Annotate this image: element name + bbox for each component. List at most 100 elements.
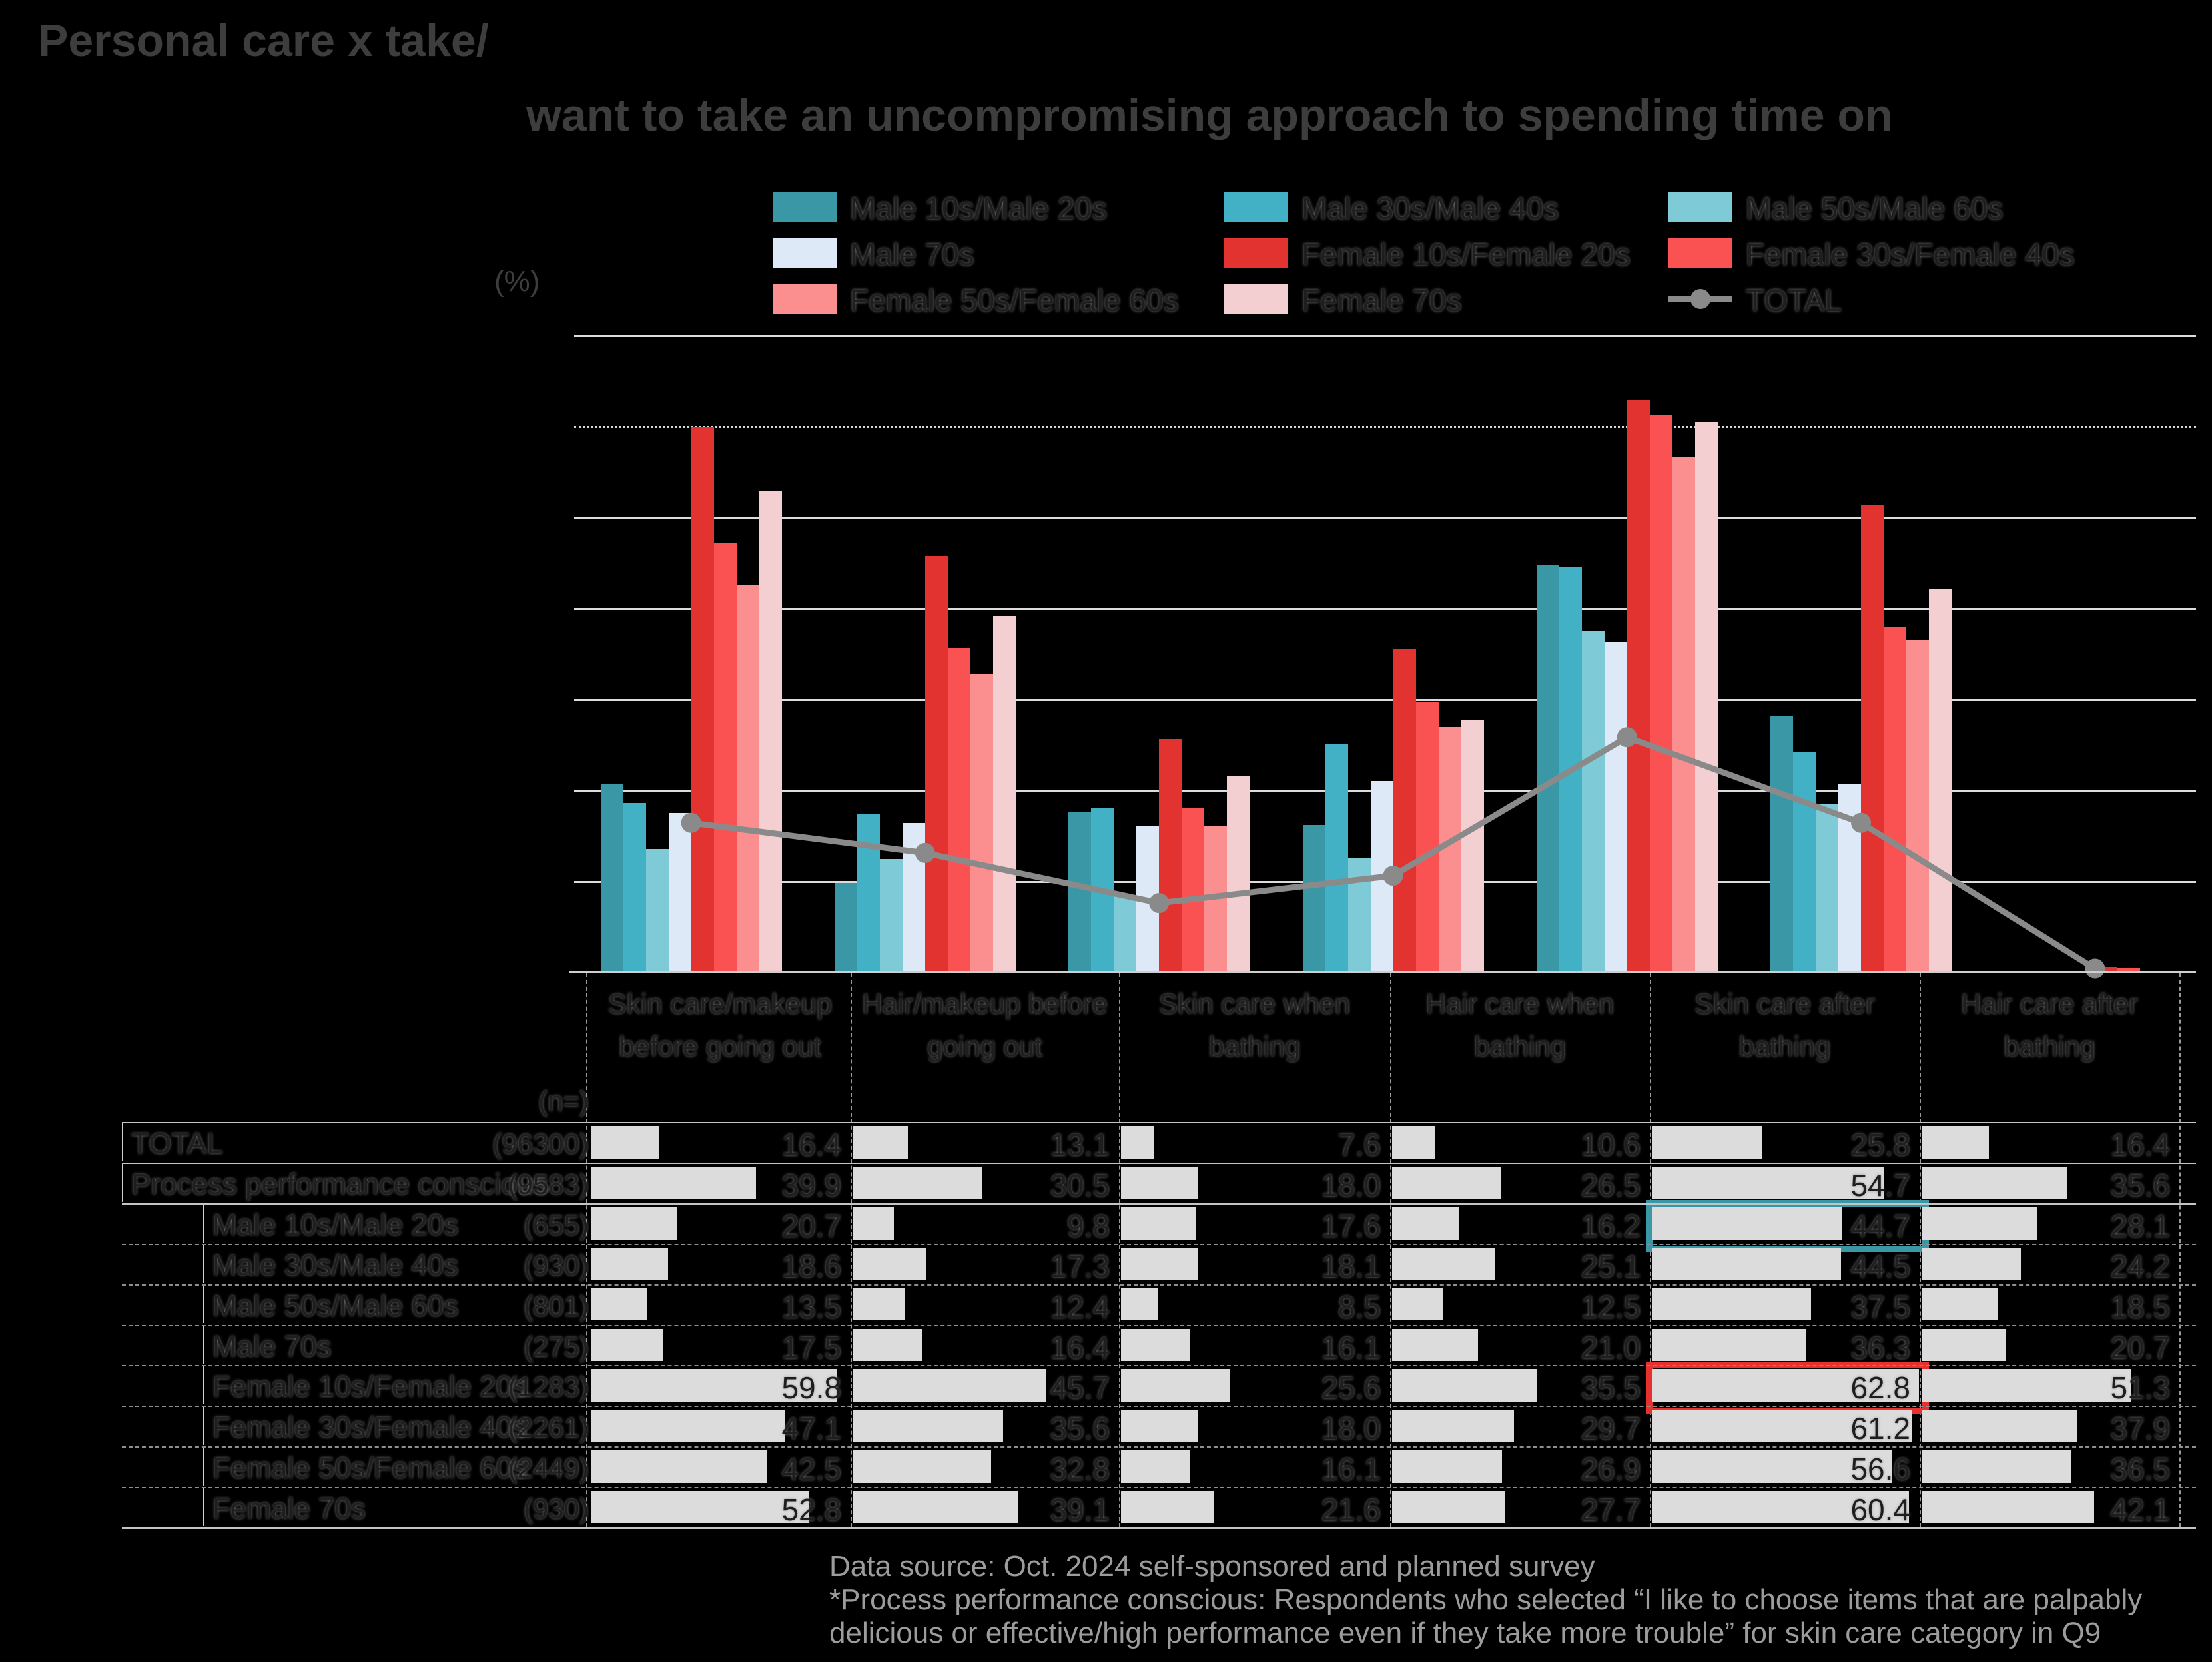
value-bar xyxy=(1121,1450,1190,1484)
cell-value: 29.7 xyxy=(1581,1411,1641,1446)
value-bar xyxy=(1392,1166,1501,1199)
value-bar xyxy=(853,1166,982,1199)
table-row: TOTAL (96300) 16.4 13.1 7.6 10.6 25.8 16.4 xyxy=(0,1122,2212,1163)
cell-value: 30.5 xyxy=(1050,1167,1110,1203)
row-separator xyxy=(122,1487,2196,1489)
n-value: (1283) xyxy=(508,1371,589,1403)
footnote-line: Data source: Oct. 2024 self-sponsored an… xyxy=(829,1550,1595,1583)
cell-value: 10.6 xyxy=(1581,1127,1641,1162)
cell-value: 17.3 xyxy=(1050,1248,1110,1284)
chart-bar xyxy=(2117,968,2141,972)
table-row: Process performance conscious (9583) 39.9 3… xyxy=(0,1162,2212,1203)
value-bar xyxy=(1922,1247,2021,1280)
cell-value: 25.8 xyxy=(1850,1127,1910,1162)
cell-value: 13.1 xyxy=(1050,1127,1110,1162)
n-value: (275) xyxy=(523,1330,589,1362)
gridline-60 xyxy=(574,425,2196,428)
legend-swatch xyxy=(773,284,837,314)
legend-swatch xyxy=(773,238,837,268)
value-bar xyxy=(591,1491,809,1524)
table-row: Female 70s (930) 52.8 39.1 21.6 27.7 60.4 42.1 xyxy=(0,1487,2212,1529)
chart-bar xyxy=(623,802,646,972)
row-label: Female 70s xyxy=(212,1492,366,1525)
value-bar xyxy=(591,1369,838,1402)
table-row: Male 30s/Male 40s (930) 18.6 17.3 18.1 25.1 44… xyxy=(0,1243,2212,1284)
cell-value: 18.6 xyxy=(781,1248,841,1284)
chart-bar xyxy=(713,543,737,972)
value-bar xyxy=(1652,1410,1912,1443)
value-bar xyxy=(591,1328,664,1362)
table-row: Female 10s/Female 20s (1283) 59.8 45.7 25.6 3… xyxy=(0,1365,2212,1406)
value-bar xyxy=(1121,1207,1196,1240)
chart-bar xyxy=(1415,701,1439,972)
cell-value: 18.1 xyxy=(1321,1248,1381,1284)
legend-item-label: TOTAL xyxy=(1746,283,1842,318)
legend-line-marker xyxy=(1668,284,1732,314)
category-label: Hair care after bathing xyxy=(1960,988,2139,1062)
chart-bar xyxy=(600,784,623,972)
cell-value: 45.7 xyxy=(1050,1370,1110,1406)
x-axis-line xyxy=(569,971,2196,973)
cell-value: 62.8 xyxy=(1850,1370,1910,1406)
chart-bar xyxy=(1649,415,1672,972)
cell-value: 56.6 xyxy=(1850,1452,1910,1487)
cell-value: 12.4 xyxy=(1050,1289,1110,1324)
cell-value: 35.6 xyxy=(1050,1411,1110,1446)
chart-bar xyxy=(1906,640,1930,972)
gridline-50 xyxy=(574,517,2196,519)
value-bar xyxy=(1652,1450,1893,1484)
row-separator xyxy=(122,1284,2196,1286)
value-bar xyxy=(1121,1126,1154,1159)
cell-value: 20.7 xyxy=(2110,1330,2170,1365)
n-value: (655) xyxy=(523,1209,589,1241)
value-bar xyxy=(1652,1369,1919,1402)
value-bar xyxy=(853,1410,1004,1443)
chart-bar xyxy=(1672,457,1695,972)
value-bar xyxy=(591,1288,647,1321)
category-label: Skin care when bathing xyxy=(1158,988,1351,1062)
column-divider xyxy=(586,973,587,1527)
category-label: Hair care when bathing xyxy=(1425,988,1615,1062)
value-bar xyxy=(1392,1126,1436,1159)
category-label: Skin care/makeup before going out xyxy=(607,988,833,1062)
column-divider xyxy=(851,973,852,1527)
value-bar xyxy=(1392,1410,1514,1443)
table-row: Female 30s/Female 40s (2261) 47.1 35.6 18.0 2… xyxy=(0,1406,2212,1446)
cell-value: 16.4 xyxy=(781,1127,841,1162)
chart-bar xyxy=(1325,743,1348,972)
column-divider xyxy=(1390,973,1391,1527)
value-bar xyxy=(853,1491,1018,1524)
value-bar xyxy=(591,1450,767,1484)
table-row: Male 70s (275) 17.5 16.4 16.1 21.0 36.3 20.7 xyxy=(0,1324,2212,1366)
n-column-header: (n=) xyxy=(538,1085,589,1117)
row-label-border xyxy=(122,1163,123,1202)
row-separator xyxy=(122,1527,2196,1529)
value-bar xyxy=(1922,1288,1998,1321)
value-bar xyxy=(1121,1328,1190,1362)
value-bar xyxy=(1922,1410,2077,1443)
chart-bar xyxy=(1793,752,1816,972)
value-bar xyxy=(591,1207,677,1240)
value-bar xyxy=(591,1247,668,1280)
cell-value: 44.5 xyxy=(1850,1248,1910,1284)
footnote-line: delicious or effective/high performance … xyxy=(829,1617,2101,1649)
value-bar xyxy=(1922,1369,2132,1402)
n-value: (2449) xyxy=(508,1452,589,1484)
chart-bar xyxy=(668,812,691,972)
value-bar xyxy=(1652,1126,1762,1159)
chart-bar xyxy=(1929,589,1952,972)
chart-bar xyxy=(1884,627,1907,972)
chart-bar xyxy=(970,673,993,972)
row-label: Female 30s/Female 40s xyxy=(212,1411,527,1444)
row-label: TOTAL xyxy=(131,1127,223,1160)
chart-bar xyxy=(992,616,1016,972)
chart-bar xyxy=(1159,739,1182,972)
chart-bar xyxy=(1694,422,1718,972)
cell-value: 18.0 xyxy=(1321,1411,1381,1446)
chart-bar xyxy=(1536,565,1559,972)
n-value: (9583) xyxy=(508,1168,589,1200)
row-label-border xyxy=(203,1285,204,1324)
n-value: (2261) xyxy=(508,1412,589,1444)
cell-value: 16.2 xyxy=(1581,1208,1641,1243)
row-label: Male 50s/Male 60s xyxy=(212,1289,459,1322)
